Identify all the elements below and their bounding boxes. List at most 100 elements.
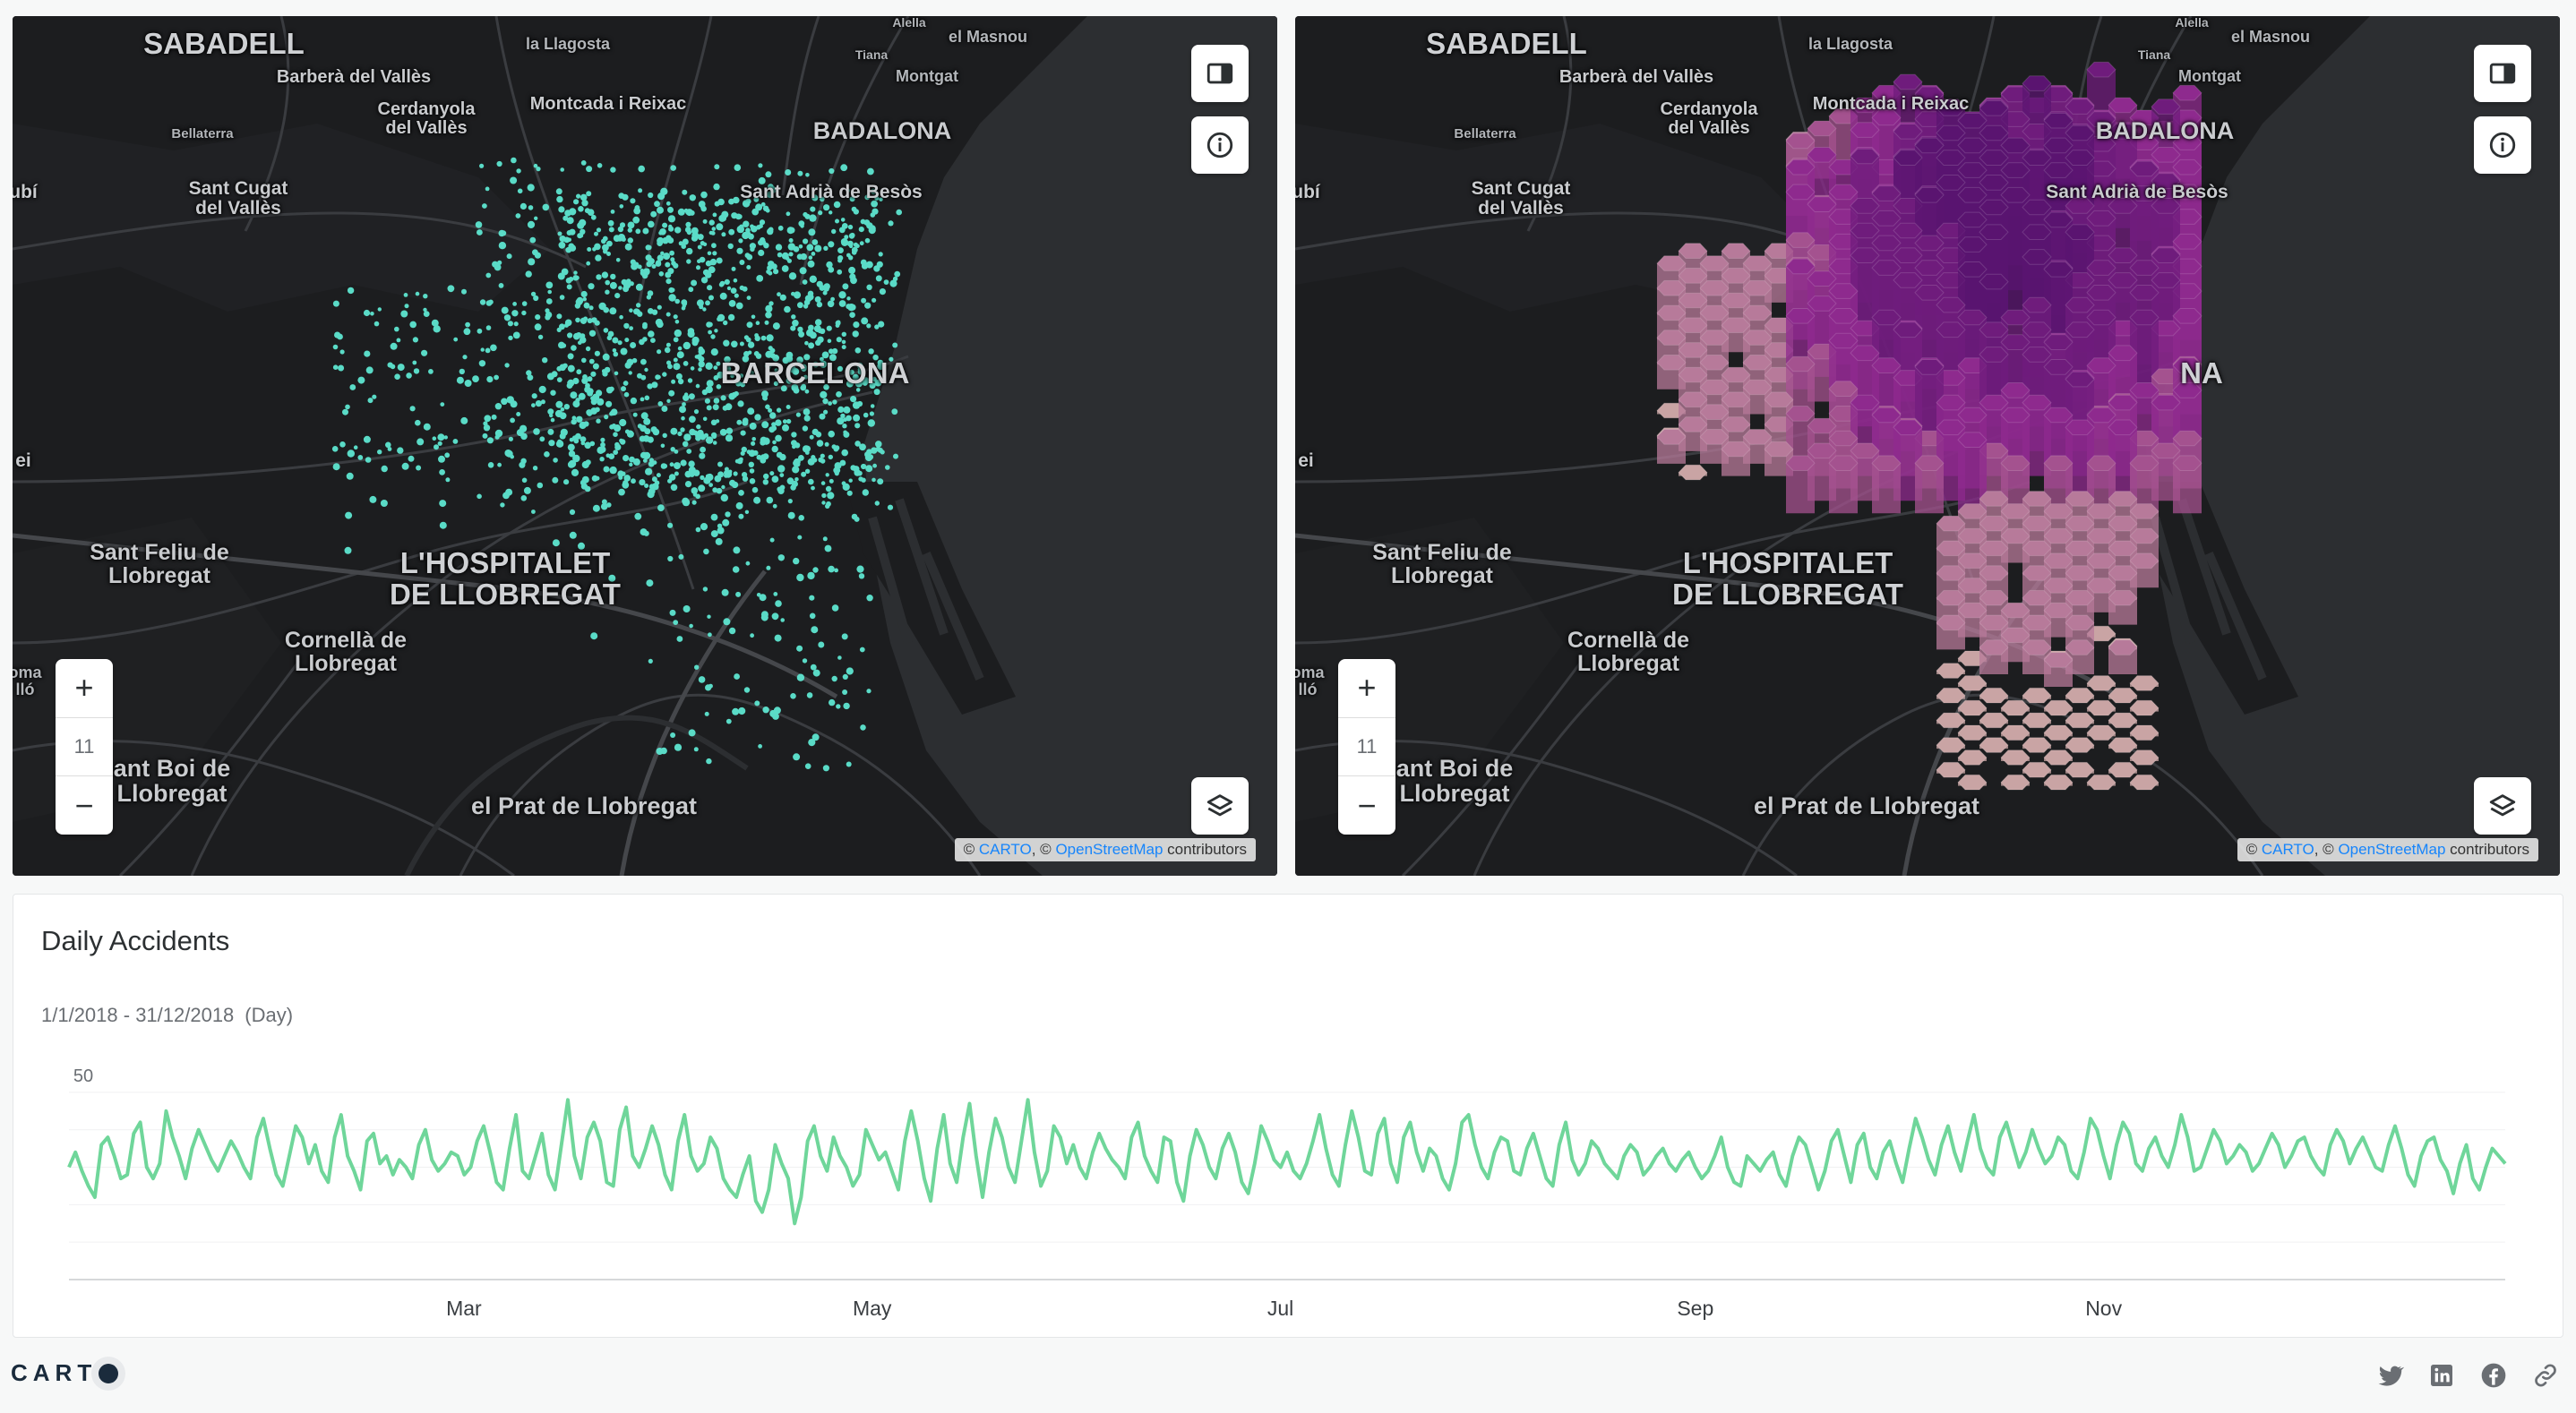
zoom-in-button[interactable]: + <box>74 669 94 706</box>
accident-point <box>613 432 618 438</box>
accident-point <box>838 291 846 299</box>
info-button[interactable] <box>1191 116 1249 174</box>
accident-point <box>705 300 710 306</box>
place-sant-boi: ant Boi de Llobregat <box>1395 755 1514 808</box>
accident-point <box>528 205 534 210</box>
accident-point <box>730 287 737 294</box>
accident-point <box>728 228 735 236</box>
accident-point <box>558 206 565 213</box>
zoom-out-button[interactable]: − <box>74 786 94 824</box>
hexbin-column-top <box>1742 379 1773 396</box>
accident-point <box>510 400 518 408</box>
facebook-icon[interactable] <box>2479 1361 2508 1390</box>
carto-link[interactable]: CARTO <box>2261 841 2314 858</box>
hexbin-column-top <box>2000 774 2031 791</box>
hexbin-column-top <box>1979 712 2009 729</box>
hexbin-column-top <box>2151 442 2181 459</box>
accident-point <box>677 378 684 385</box>
accident-point <box>715 537 723 545</box>
accident-point <box>704 271 712 278</box>
accident-point <box>587 411 593 416</box>
zoom-in-button[interactable]: + <box>1357 669 1377 706</box>
accident-point <box>508 436 514 441</box>
carto-logo[interactable]: CART <box>11 1359 119 1387</box>
place-bellaterra: Bellaterra <box>1454 126 1516 141</box>
legend-panel-button[interactable] <box>1191 45 1249 102</box>
accident-point <box>684 470 692 478</box>
carto-link[interactable]: CARTO <box>978 841 1032 858</box>
hexbin-column-top <box>2000 455 2031 471</box>
accident-point <box>515 213 521 218</box>
accident-point <box>769 412 777 419</box>
accident-point <box>609 307 617 315</box>
logo-text: CART <box>11 1359 98 1386</box>
accident-point <box>347 450 355 458</box>
hexbin-column-top <box>2022 515 2052 532</box>
accident-point <box>390 364 396 370</box>
points-map[interactable]: SABADELL la Llagosta Alella el Masnou Ti… <box>13 16 1277 876</box>
link-icon[interactable] <box>2531 1361 2560 1390</box>
accident-point <box>619 418 627 427</box>
accident-point <box>404 304 409 309</box>
accident-point <box>674 450 679 454</box>
accident-point <box>812 669 820 677</box>
hexbin-column-top <box>1936 296 1966 313</box>
accident-point <box>570 391 578 399</box>
accident-point <box>550 390 556 396</box>
legend-panel-button[interactable] <box>2474 45 2531 102</box>
accident-point <box>726 365 732 372</box>
accident-point <box>865 465 873 473</box>
hexbin-column-top <box>2022 224 2052 240</box>
hexbin-column-top <box>2108 687 2138 704</box>
accident-point <box>724 469 730 476</box>
hexbin-map[interactable]: SABADELL la Llagosta Alella el Masnou Ti… <box>1295 16 2560 876</box>
accident-point <box>728 198 734 205</box>
hexbin-column-top <box>1979 540 2009 557</box>
hexbin-column-top <box>1807 417 1837 434</box>
accident-point <box>537 482 544 489</box>
hexbin-column-top <box>1785 355 1816 373</box>
accident-point <box>587 247 592 252</box>
accident-point <box>648 658 653 664</box>
layers-button[interactable] <box>2474 777 2531 835</box>
accident-point <box>606 252 611 256</box>
accident-point <box>580 193 588 201</box>
hexbin-column-top <box>1957 261 1988 278</box>
accident-point <box>797 535 803 540</box>
accident-point <box>835 218 839 224</box>
hexbin-column-top <box>1764 391 1794 408</box>
info-button[interactable] <box>2474 116 2531 174</box>
hexbin-column-top <box>1957 503 1988 519</box>
accident-point <box>517 188 523 194</box>
accident-point <box>337 333 343 340</box>
accident-point <box>580 228 586 235</box>
linkedin-icon[interactable] <box>2427 1361 2456 1390</box>
accident-point <box>600 437 605 442</box>
zoom-out-button[interactable]: − <box>1357 786 1377 824</box>
hexbin-column-top <box>1936 712 1966 729</box>
accident-point <box>837 365 844 372</box>
accident-point <box>665 342 671 347</box>
accident-point <box>562 215 569 221</box>
osm-link[interactable]: OpenStreetMap <box>2338 841 2446 858</box>
hexbin-column-top <box>2043 602 2074 619</box>
twitter-icon[interactable] <box>2375 1361 2404 1390</box>
osm-link[interactable]: OpenStreetMap <box>1055 841 1163 858</box>
layers-button[interactable] <box>1191 777 1249 835</box>
accident-point <box>766 191 774 198</box>
accident-point <box>644 395 650 401</box>
place-sant-feliu: Sant Feliu de Llobregat <box>90 540 229 589</box>
accident-point <box>592 504 600 512</box>
accident-point <box>690 366 695 371</box>
accident-point <box>874 501 880 506</box>
accident-point <box>798 330 805 338</box>
accident-point <box>367 398 374 404</box>
accident-point <box>837 655 842 660</box>
accident-point <box>567 460 575 468</box>
accident-point <box>566 284 572 290</box>
hexbin-column-top <box>2086 724 2117 741</box>
accident-point <box>633 207 641 215</box>
hexbin-column-top <box>1828 381 1859 397</box>
accident-point <box>423 423 431 431</box>
